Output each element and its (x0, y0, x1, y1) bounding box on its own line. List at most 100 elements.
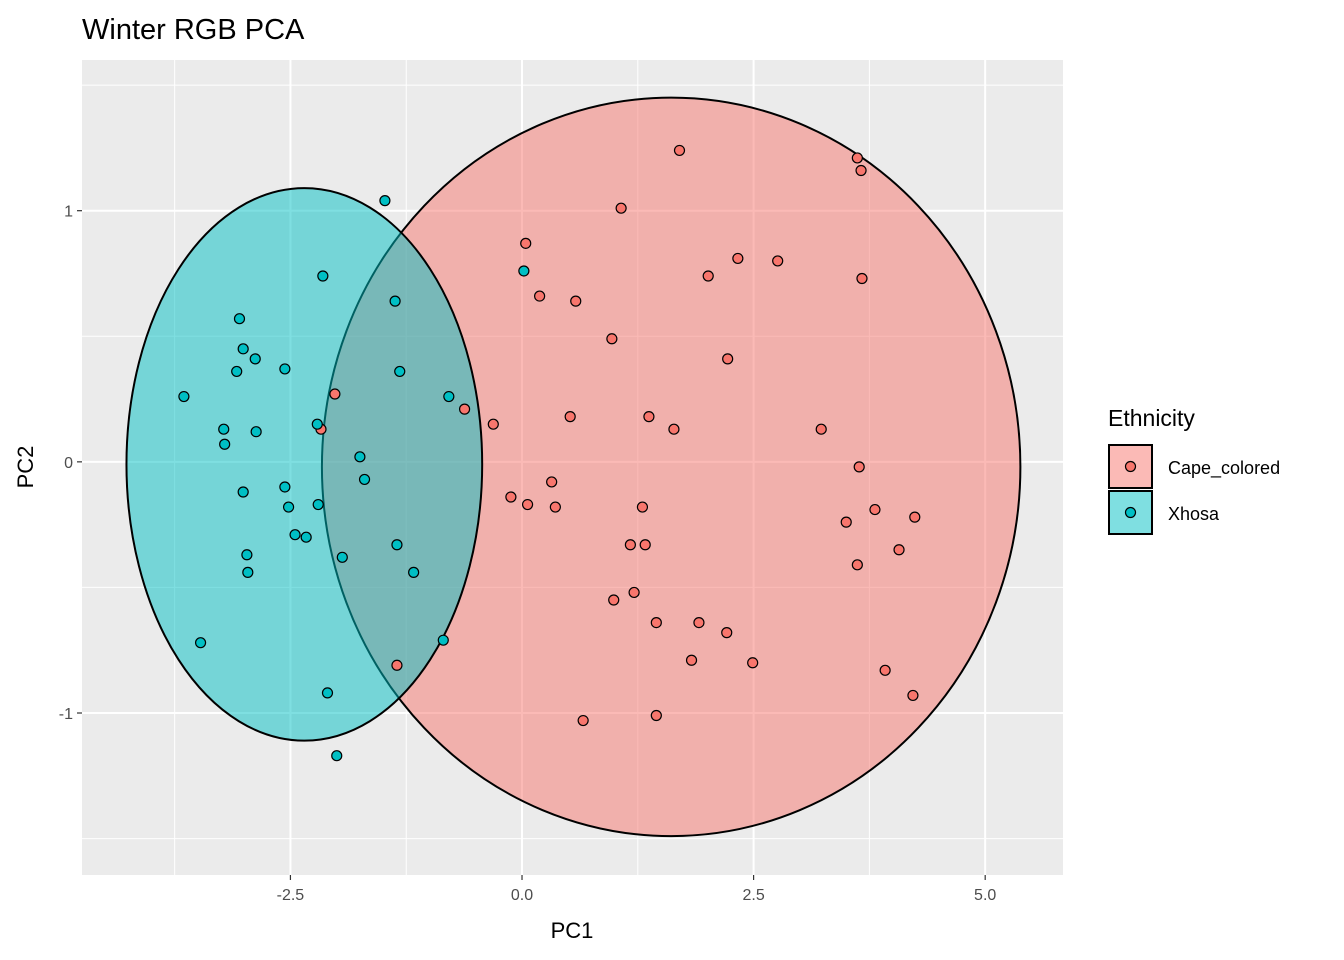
point-cape_colored (702, 270, 714, 282)
point-cape_colored (564, 411, 576, 423)
x-axis: -2.5 0.0 2.5 5.0 (277, 875, 996, 904)
legend-point-cape_colored (1124, 460, 1137, 473)
point-cape_colored (487, 418, 499, 430)
point-cape_colored (608, 594, 620, 606)
point-xhosa (194, 637, 207, 649)
point-xhosa (321, 687, 334, 699)
point-xhosa (178, 390, 190, 403)
point-cape_colored (546, 476, 558, 488)
y-tick-label: 0 (64, 455, 73, 472)
point-xhosa (237, 343, 249, 355)
y-axis-label: PC2 (13, 446, 38, 489)
point-xhosa (279, 481, 291, 493)
legend-label: Cape_colored (1168, 458, 1280, 479)
point-cape_colored (624, 539, 636, 551)
point-cape_colored (570, 295, 582, 307)
point-xhosa (249, 353, 261, 365)
point-xhosa (312, 498, 324, 511)
point-xhosa (250, 426, 262, 438)
point-cape_colored (855, 164, 867, 177)
chart-title: Winter RGB PCA (82, 14, 305, 46)
point-cape_colored (458, 403, 471, 415)
point-xhosa (336, 551, 348, 563)
point-cape_colored (673, 144, 686, 157)
point-xhosa (408, 566, 420, 578)
point-cape_colored (853, 461, 865, 473)
point-xhosa (311, 418, 323, 430)
point-cape_colored (907, 689, 919, 702)
point-cape_colored (909, 511, 921, 523)
point-cape_colored (685, 654, 698, 666)
point-xhosa (358, 473, 371, 486)
point-xhosa (317, 270, 329, 282)
point-xhosa (219, 438, 231, 450)
point-cape_colored (815, 423, 827, 435)
point-xhosa (389, 295, 401, 307)
point-cape_colored (639, 539, 651, 551)
x-axis-label: PC1 (551, 918, 594, 943)
legend-title: Ethnicity (1108, 405, 1195, 431)
point-cape_colored (732, 252, 744, 265)
legend-label: Xhosa (1168, 504, 1220, 524)
point-xhosa (237, 486, 249, 498)
x-tick-label: 0.0 (511, 887, 533, 904)
legend: Ethnicity Cape_colored Xhosa (1108, 405, 1280, 535)
x-tick-label: 2.5 (742, 887, 764, 904)
point-xhosa (282, 501, 295, 513)
point-cape_colored (628, 586, 640, 599)
point-cape_colored (693, 616, 705, 629)
point-xhosa (231, 365, 243, 378)
point-xhosa (394, 365, 406, 378)
point-xhosa (443, 390, 455, 403)
y-axis: -1 0 1 (59, 204, 82, 723)
y-tick-label: 1 (64, 204, 73, 221)
point-cape_colored (650, 709, 662, 722)
point-cape_colored (869, 503, 881, 516)
point-cape_colored (840, 516, 852, 528)
points (178, 144, 921, 762)
point-xhosa (218, 423, 230, 435)
point-xhosa (241, 549, 253, 561)
point-cape_colored (650, 616, 662, 629)
point-cape_colored (577, 714, 589, 727)
point-cape_colored (521, 498, 534, 511)
point-cape_colored (643, 411, 655, 423)
point-xhosa (300, 531, 312, 543)
point-xhosa (331, 750, 343, 762)
point-cape_colored (856, 272, 868, 285)
point-cape_colored (772, 255, 784, 267)
point-cape_colored (520, 237, 532, 249)
point-xhosa (279, 363, 291, 375)
point-xhosa (437, 634, 449, 646)
point-cape_colored (851, 559, 863, 571)
point-cape_colored (606, 333, 618, 345)
point-cape_colored (851, 152, 863, 164)
point-cape_colored (329, 388, 341, 400)
point-xhosa (289, 529, 301, 541)
x-tick-label: -2.5 (277, 887, 305, 904)
ellipses (125, 96, 1022, 838)
legend-point-xhosa (1124, 506, 1137, 519)
point-cape_colored (668, 423, 680, 435)
point-cape_colored (615, 202, 627, 214)
point-cape_colored (879, 664, 891, 676)
point-xhosa (233, 313, 246, 325)
point-cape_colored (893, 544, 905, 556)
point-cape_colored (636, 501, 649, 513)
x-tick-label: 5.0 (974, 887, 996, 904)
point-cape_colored (505, 491, 517, 503)
y-tick-label: -1 (59, 706, 73, 723)
point-cape_colored (391, 659, 403, 671)
point-cape_colored (721, 627, 733, 639)
point-cape_colored (722, 353, 734, 365)
point-xhosa (379, 195, 391, 207)
point-xhosa (391, 539, 403, 551)
point-cape_colored (549, 501, 561, 513)
point-xhosa (354, 451, 366, 463)
point-xhosa (518, 265, 530, 277)
point-cape_colored (534, 290, 546, 302)
ellipse-xhosa (125, 187, 484, 742)
point-cape_colored (747, 657, 759, 669)
point-xhosa (242, 566, 254, 578)
